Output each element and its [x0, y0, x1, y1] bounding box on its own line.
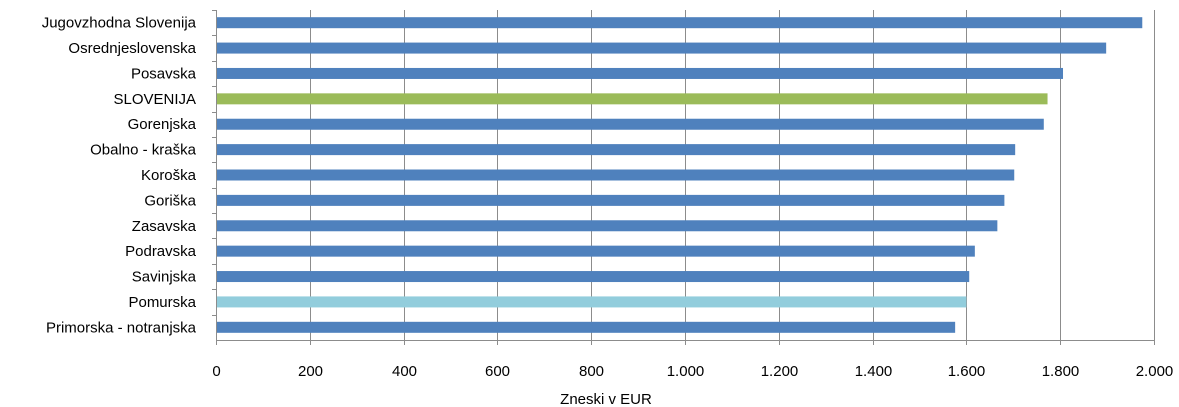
category-label: Koroška — [141, 167, 197, 184]
category-label: Primorska - notranjska — [46, 319, 197, 336]
bar — [217, 144, 1016, 156]
category-label: Savinjska — [132, 269, 197, 286]
x-tick-label: 400 — [392, 363, 417, 380]
bar — [217, 67, 1064, 79]
category-label: Obalno - kraška — [90, 142, 197, 159]
category-label: SLOVENIJA — [113, 91, 196, 108]
x-tick-label: 1.400 — [855, 363, 893, 380]
bar — [217, 169, 1015, 181]
bar — [217, 118, 1044, 130]
category-label: Gorenjska — [128, 116, 197, 133]
category-label: Pomurska — [128, 294, 196, 311]
x-tick-label: 1.600 — [948, 363, 986, 380]
category-label: Osrednjeslovenska — [68, 40, 196, 57]
x-tick-label: 200 — [298, 363, 323, 380]
bar — [217, 271, 970, 283]
x-tick-label: 1.800 — [1042, 363, 1080, 380]
bar — [217, 296, 967, 308]
bar — [217, 42, 1107, 54]
x-tick-label: 2.000 — [1136, 363, 1174, 380]
x-tick-label: 600 — [485, 363, 510, 380]
x-axis-title: Zneski v EUR — [560, 391, 652, 407]
category-labels: Jugovzhodna Slovenija Osrednjeslovenska Po… — [42, 15, 197, 337]
x-tick-label: 1.200 — [761, 363, 799, 380]
category-label: Jugovzhodna Slovenija — [42, 15, 197, 32]
bar — [217, 220, 998, 232]
bar — [217, 17, 1143, 29]
category-label: Goriška — [144, 192, 196, 209]
x-tick-labels: 0 200 400 600 800 1.000 1.200 1.400 1.600 1.800 2.… — [212, 363, 1173, 380]
x-tick-label: 0 — [212, 363, 220, 380]
bar — [217, 93, 1048, 105]
bar — [217, 194, 1005, 206]
axes — [212, 10, 1155, 345]
category-label: Zasavska — [132, 218, 197, 235]
bar — [217, 321, 956, 333]
x-tick-label: 800 — [579, 363, 604, 380]
category-label: Podravska — [125, 243, 197, 260]
category-label: Posavska — [131, 65, 197, 82]
x-tick-label: 1.000 — [667, 363, 705, 380]
bar — [217, 245, 975, 257]
bars — [217, 17, 1143, 333]
